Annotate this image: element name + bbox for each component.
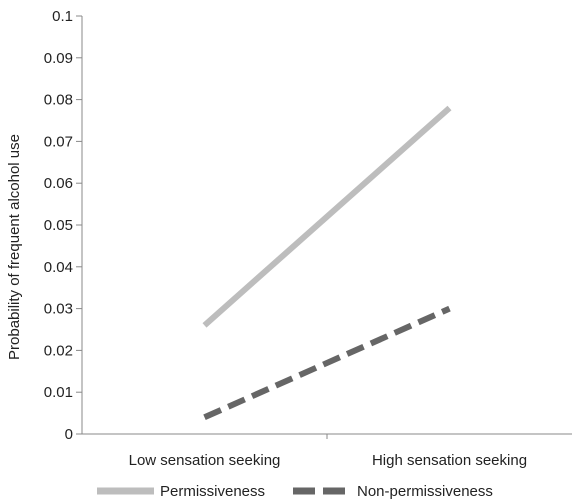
y-tick-label: 0.08	[44, 92, 73, 109]
x-category-label: Low sensation seeking	[129, 452, 281, 469]
series-line-non-permissiveness	[203, 305, 451, 421]
y-tick-label: 0.04	[44, 259, 73, 276]
x-category-label: High sensation seeking	[372, 452, 527, 469]
y-tick-label: 0.05	[44, 217, 73, 234]
y-tick-label: 0.1	[52, 8, 73, 25]
y-axis: 0 0.01 0.02 0.03 0.04 0.05 0.06 0.07 0.08 0.09 0.1	[44, 8, 83, 443]
y-axis-title: Probability of frequent alcohol use	[6, 134, 23, 360]
series-layer	[202, 105, 452, 421]
y-tick-label: 0	[65, 426, 73, 443]
y-tick-label: 0.01	[44, 384, 73, 401]
y-tick-label: 0.03	[44, 301, 73, 318]
legend-label: Permissiveness	[160, 483, 265, 500]
y-tick-label: 0.02	[44, 342, 73, 359]
y-tick-label: 0.07	[44, 133, 73, 150]
x-axis: Low sensation seeking High sensation seek…	[82, 433, 572, 469]
legend-label: Non-permissiveness	[357, 483, 493, 500]
series-line-permissiveness	[202, 105, 452, 328]
legend: Permissiveness Non-permissiveness	[97, 483, 493, 500]
y-tick-label: 0.09	[44, 50, 73, 67]
y-tick-label: 0.06	[44, 175, 73, 192]
